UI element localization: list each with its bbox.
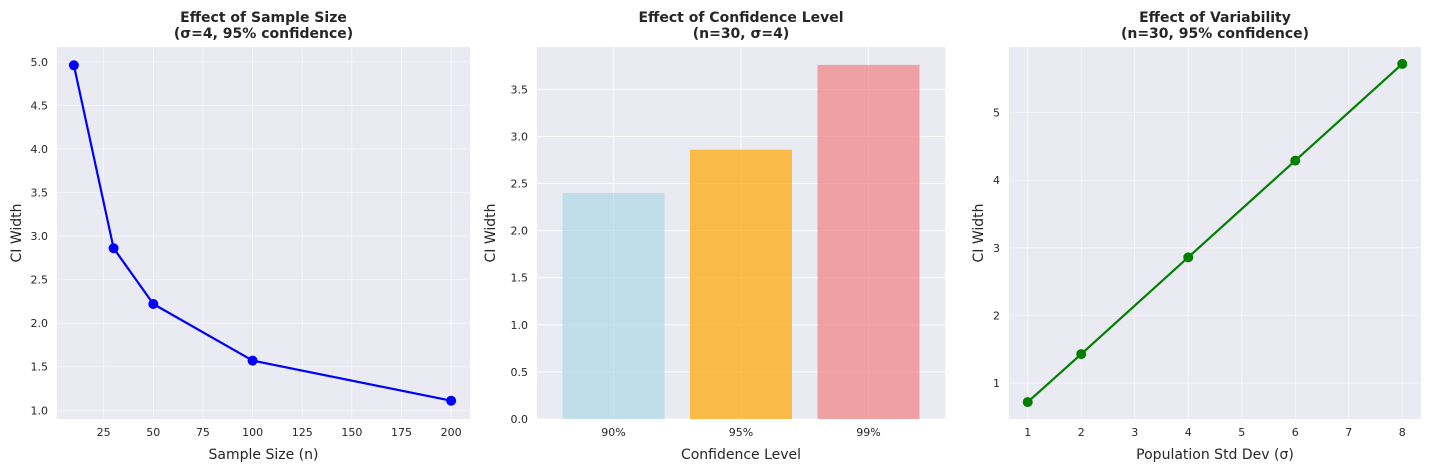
- chart-title: Effect of Confidence Level: [638, 10, 843, 26]
- y-tick-label: 5: [993, 107, 1000, 120]
- series-sample-size: [68, 60, 457, 406]
- x-tick-label: 4: [1185, 426, 1192, 439]
- y-tick-label: 2.0: [511, 225, 529, 238]
- ticks-variability: 1 2 3 4 5 1 2 3 4 5 6 7 8: [993, 107, 1406, 439]
- x-tick-label: 7: [1345, 426, 1352, 439]
- chart-subtitle: (σ=4, 95% confidence): [174, 26, 353, 42]
- y-tick-label: 3.5: [511, 83, 529, 96]
- y-tick-label: 3.5: [31, 186, 49, 199]
- x-tick-label: 125: [292, 426, 313, 439]
- x-tick-label: 95%: [729, 426, 753, 439]
- bar: [817, 64, 920, 419]
- y-axis-label: CI Width: [971, 203, 987, 262]
- panel-confidence-level: 0.0 0.5 1.0 1.5 2.0 2.5 3.0 3.5 90% 95% 99% Effect…: [483, 10, 945, 463]
- x-axis-label: Confidence Level: [681, 447, 801, 463]
- x-tick-label: 6: [1292, 426, 1299, 439]
- x-tick-label: 8: [1399, 426, 1406, 439]
- y-tick-label: 1.0: [31, 404, 49, 417]
- series-confidence-level: [562, 64, 920, 419]
- y-tick-label: 3: [993, 242, 1000, 255]
- x-tick-label: 75: [196, 426, 210, 439]
- y-tick-label: 2.5: [511, 178, 529, 191]
- data-point: [247, 355, 258, 366]
- y-tick-label: 2.5: [31, 274, 49, 287]
- x-tick-label: 99%: [856, 426, 880, 439]
- data-point: [1290, 155, 1301, 166]
- ticks-sample-size: 1.0 1.5 2.0 2.5 3.0 3.5 4.0 4.5 5.0 25 50 75 100 125 1…: [31, 56, 462, 439]
- x-tick-label: 5: [1238, 426, 1245, 439]
- y-tick-label: 5.0: [31, 56, 49, 69]
- bar: [562, 192, 665, 419]
- series-variability: [1022, 58, 1408, 408]
- x-tick-label: 150: [341, 426, 362, 439]
- y-axis-label: CI Width: [483, 203, 499, 262]
- data-point: [108, 243, 119, 254]
- y-tick-label: 0.0: [511, 413, 529, 426]
- data-point: [1397, 58, 1408, 69]
- y-tick-label: 0.5: [511, 366, 529, 379]
- y-tick-label: 3.0: [511, 130, 529, 143]
- chart-subtitle: (n=30, 95% confidence): [1121, 26, 1309, 42]
- x-tick-label: 3: [1131, 426, 1138, 439]
- x-axis-label: Population Std Dev (σ): [1136, 447, 1294, 463]
- x-tick-label: 100: [242, 426, 263, 439]
- grid-sample-size: [57, 47, 470, 419]
- x-tick-label: 50: [146, 426, 160, 439]
- panel-sample-size: 1.0 1.5 2.0 2.5 3.0 3.5 4.0 4.5 5.0 25 50 75 100 125 1…: [9, 10, 470, 463]
- x-axis-label: Sample Size (n): [209, 447, 319, 463]
- y-tick-label: 2: [993, 310, 1000, 323]
- x-tick-label: 175: [391, 426, 412, 439]
- x-tick-label: 1: [1024, 426, 1031, 439]
- y-tick-label: 4.0: [31, 143, 49, 156]
- y-tick-label: 3.0: [31, 230, 49, 243]
- chart-title: Effect of Sample Size: [180, 10, 347, 26]
- ticks-confidence-level: 0.0 0.5 1.0 1.5 2.0 2.5 3.0 3.5 90% 95% 99%: [511, 83, 881, 439]
- y-tick-label: 2.0: [31, 317, 49, 330]
- data-point: [1022, 397, 1033, 408]
- y-tick-label: 1.5: [31, 361, 49, 374]
- x-tick-label: 2: [1078, 426, 1085, 439]
- data-point: [1183, 252, 1194, 263]
- y-tick-label: 4.5: [31, 99, 49, 112]
- y-tick-label: 1.0: [511, 319, 529, 332]
- chart-title: Effect of Variability: [1139, 10, 1291, 26]
- x-tick-label: 90%: [601, 426, 625, 439]
- y-tick-label: 1: [993, 377, 1000, 390]
- y-tick-label: 4: [993, 174, 1000, 187]
- x-tick-label: 200: [441, 426, 462, 439]
- data-point: [148, 299, 159, 310]
- chart-subtitle: (n=30, σ=4): [693, 26, 790, 42]
- y-axis-label: CI Width: [9, 203, 25, 262]
- data-point: [1076, 349, 1087, 360]
- panel-variability: 1 2 3 4 5 1 2 3 4 5 6 7 8 Effect of Variability (n=3…: [971, 10, 1421, 463]
- x-tick-label: 25: [97, 426, 111, 439]
- bar: [690, 149, 792, 419]
- data-point: [68, 60, 79, 71]
- y-tick-label: 1.5: [511, 272, 529, 285]
- data-point: [446, 395, 457, 406]
